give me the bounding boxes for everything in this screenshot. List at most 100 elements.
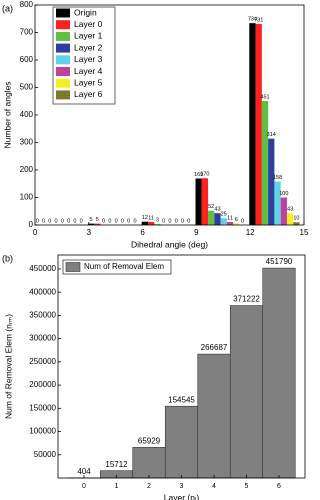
legend-swatch [56, 20, 70, 30]
x-axis-label: Dihedral angle (deg) [131, 239, 208, 249]
value-label: 314 [267, 132, 276, 138]
y-axis-label: Number of angles [2, 81, 12, 148]
y-tick-label: 500 [20, 83, 34, 92]
y-tick-label: 300000 [29, 334, 56, 343]
bar [208, 210, 215, 225]
value-label: 5 [90, 217, 93, 223]
x-tick-label: 5 [245, 483, 249, 490]
x-tick-label: 6 [277, 483, 281, 490]
value-label: 0 [102, 218, 105, 224]
x-tick-label: 3 [87, 228, 92, 237]
x-tick-label: 1 [115, 483, 119, 490]
value-label: 734 [248, 17, 257, 23]
bar [220, 218, 227, 225]
bar [195, 178, 202, 225]
legend-label: Layer 1 [74, 31, 103, 41]
value-label: 6 [235, 217, 238, 223]
value-label: 266687 [201, 343, 228, 352]
value-label: 0 [80, 218, 83, 224]
value-label: 0 [48, 218, 51, 224]
value-label: 3 [156, 218, 159, 224]
bar [154, 224, 161, 225]
legend-box [62, 259, 172, 275]
y-tick-label: 800 [20, 0, 34, 9]
bar [255, 23, 262, 225]
y-tick-label: 700 [20, 28, 34, 37]
legend-label: Layer 5 [74, 77, 103, 87]
y-tick-label: 250000 [29, 357, 56, 366]
value-label: 0 [73, 218, 76, 224]
legend-swatch [56, 78, 70, 88]
x-tick-label: 6 [140, 228, 145, 237]
y-tick-label: 400000 [29, 287, 56, 296]
value-label: 0 [36, 218, 39, 224]
bar [132, 447, 166, 479]
y-tick-label: 50000 [34, 450, 57, 459]
value-label: 371222 [233, 295, 260, 304]
value-label: 11 [148, 215, 154, 221]
value-label: 65929 [138, 436, 161, 445]
value-label: 170 [200, 172, 209, 178]
y-tick-label: 450000 [29, 264, 56, 273]
value-label: 158 [273, 175, 282, 181]
y-tick-label: 300 [20, 138, 34, 147]
panel-label: (a) [2, 3, 13, 13]
value-label: 52 [208, 204, 214, 210]
value-label: 0 [162, 218, 165, 224]
legend-swatch [56, 31, 70, 41]
value-label: 404 [77, 467, 91, 476]
x-tick-label: 4 [212, 483, 216, 490]
legend-label: Num of Removal Elem [84, 262, 164, 271]
legend-swatch [56, 8, 70, 18]
x-tick-label: 2 [147, 483, 151, 490]
bar [87, 223, 95, 225]
legend-swatch [65, 262, 81, 272]
bar [214, 213, 221, 225]
value-label: 11 [227, 215, 233, 221]
y-tick-label: 200 [20, 165, 34, 174]
bar [286, 213, 294, 225]
panel-label: (b) [2, 253, 13, 263]
value-label: 731 [254, 17, 263, 23]
value-label: 43 [287, 207, 293, 213]
value-label: 10 [293, 216, 299, 222]
bar [268, 138, 275, 225]
legend-label: Layer 0 [74, 19, 103, 29]
value-label: 169 [194, 172, 203, 178]
value-label: 0 [115, 218, 118, 224]
value-label: 0 [241, 218, 244, 224]
bar [164, 405, 199, 479]
value-label: 0 [121, 218, 124, 224]
value-label: 0 [175, 218, 178, 224]
y-tick-label: 100 [20, 193, 34, 202]
y-tick-label: 600 [20, 55, 34, 64]
bar [201, 178, 209, 225]
value-label: 0 [133, 218, 136, 224]
bar [293, 222, 300, 225]
y-tick-label: 0 [29, 220, 34, 229]
value-label: 5 [96, 217, 99, 223]
value-label: 0 [127, 218, 130, 224]
bar [141, 221, 148, 225]
legend-label: Layer 2 [74, 42, 103, 52]
bar [147, 221, 155, 225]
bar [197, 353, 231, 479]
x-tick-label: 0 [82, 483, 86, 490]
x-tick-label: 15 [300, 228, 309, 237]
value-label: 451790 [266, 257, 293, 266]
bar [261, 100, 269, 225]
value-label: 25 [221, 212, 227, 218]
legend-label: Origin [74, 7, 97, 17]
legend-swatch [56, 43, 70, 53]
bar [94, 223, 101, 225]
y-tick-label: 200000 [29, 380, 56, 389]
value-label: 0 [187, 218, 190, 224]
bar [249, 23, 256, 226]
x-tick-label: 0 [33, 228, 38, 237]
value-label: 0 [61, 218, 64, 224]
legend-label: Layer 6 [74, 89, 103, 99]
value-label: 154545 [168, 395, 195, 404]
x-tick-label: 3 [180, 483, 184, 490]
value-label: 0 [55, 218, 58, 224]
